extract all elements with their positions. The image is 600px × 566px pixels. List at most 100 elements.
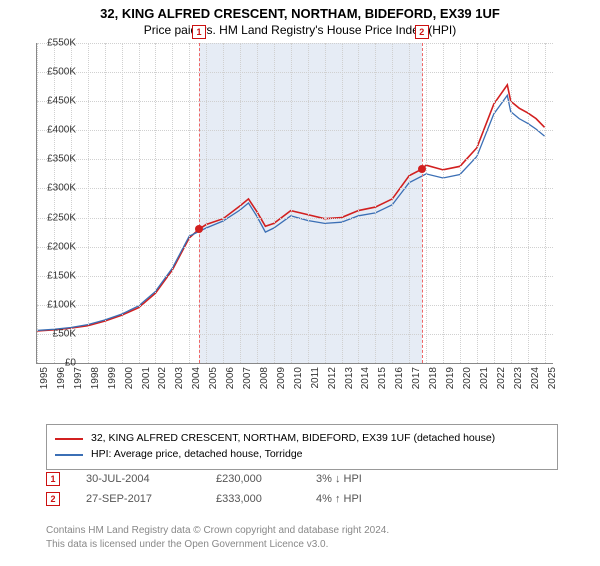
y-tick-label: £500K	[36, 67, 76, 78]
grid-v	[545, 43, 546, 363]
event-date: 30-JUL-2004	[86, 473, 216, 485]
grid-v	[189, 43, 190, 363]
marker-dot	[418, 165, 426, 173]
line-series-svg	[37, 43, 553, 363]
x-tick-label: 2025	[547, 367, 558, 389]
x-tick-label: 1995	[39, 367, 50, 389]
grid-h	[37, 218, 553, 219]
y-tick-label: £550K	[36, 38, 76, 49]
footer-line-1: Contains HM Land Registry data © Crown c…	[46, 524, 389, 538]
x-tick-label: 2002	[157, 367, 168, 389]
grid-v	[443, 43, 444, 363]
grid-v	[71, 43, 72, 363]
legend-label: HPI: Average price, detached house, Torr…	[91, 447, 303, 463]
x-tick-label: 2008	[259, 367, 270, 389]
marker-label-box: 1	[192, 25, 206, 39]
legend-box: 32, KING ALFRED CRESCENT, NORTHAM, BIDEF…	[46, 424, 558, 470]
grid-v	[409, 43, 410, 363]
event-number-box: 2	[46, 492, 60, 506]
x-tick-label: 2000	[124, 367, 135, 389]
grid-v	[54, 43, 55, 363]
x-tick-label: 2014	[360, 367, 371, 389]
grid-v	[392, 43, 393, 363]
y-tick-label: £50K	[36, 328, 76, 339]
y-tick-label: £450K	[36, 96, 76, 107]
grid-h	[37, 247, 553, 248]
y-tick-label: £400K	[36, 125, 76, 136]
grid-v	[240, 43, 241, 363]
legend-item: 32, KING ALFRED CRESCENT, NORTHAM, BIDEF…	[55, 431, 549, 447]
event-row: 1 30-JUL-2004£230,0003% ↓ HPI	[46, 472, 566, 486]
grid-v	[308, 43, 309, 363]
grid-h	[37, 305, 553, 306]
marker-line	[199, 43, 200, 363]
grid-v	[358, 43, 359, 363]
x-tick-label: 2011	[310, 367, 321, 389]
events-table: 1 30-JUL-2004£230,0003% ↓ HPI 227-SEP-2017…	[46, 472, 566, 512]
x-tick-label: 1999	[107, 367, 118, 389]
event-delta: 3% ↓ HPI	[316, 473, 362, 485]
event-price: £230,000	[216, 473, 316, 485]
grid-v	[494, 43, 495, 363]
grid-v	[105, 43, 106, 363]
grid-v	[37, 43, 38, 363]
footer-line-2: This data is licensed under the Open Gov…	[46, 538, 389, 552]
y-tick-label: £100K	[36, 299, 76, 310]
grid-v	[172, 43, 173, 363]
grid-h	[37, 130, 553, 131]
grid-v	[528, 43, 529, 363]
event-price: £333,000	[216, 493, 316, 505]
grid-v	[477, 43, 478, 363]
event-row: 227-SEP-2017£333,0004% ↑ HPI	[46, 492, 566, 506]
x-tick-label: 2005	[208, 367, 219, 389]
grid-h	[37, 159, 553, 160]
y-tick-label: £150K	[36, 270, 76, 281]
footer-text: Contains HM Land Registry data © Crown c…	[46, 524, 389, 551]
grid-h	[37, 43, 553, 44]
x-tick-label: 2004	[191, 367, 202, 389]
grid-h	[37, 334, 553, 335]
x-tick-label: 2006	[225, 367, 236, 389]
x-tick-label: 2023	[513, 367, 524, 389]
y-tick-label: £300K	[36, 183, 76, 194]
y-tick-label: £200K	[36, 241, 76, 252]
x-tick-label: 2001	[141, 367, 152, 389]
grid-v	[291, 43, 292, 363]
marker-line	[422, 43, 423, 363]
x-tick-label: 1996	[56, 367, 67, 389]
x-tick-label: 2013	[344, 367, 355, 389]
grid-v	[511, 43, 512, 363]
plot-region: 12	[36, 43, 553, 364]
x-tick-label: 1998	[90, 367, 101, 389]
marker-dot	[195, 225, 203, 233]
x-tick-label: 2010	[293, 367, 304, 389]
x-tick-label: 2007	[242, 367, 253, 389]
grid-h	[37, 72, 553, 73]
marker-label-box: 2	[415, 25, 429, 39]
x-tick-label: 2015	[377, 367, 388, 389]
x-tick-label: 2016	[394, 367, 405, 389]
grid-v	[223, 43, 224, 363]
chart-title: 32, KING ALFRED CRESCENT, NORTHAM, BIDEF…	[0, 6, 600, 21]
event-number-box: 1	[46, 472, 60, 486]
grid-v	[342, 43, 343, 363]
grid-v	[257, 43, 258, 363]
grid-v	[206, 43, 207, 363]
x-tick-label: 1997	[73, 367, 84, 389]
x-tick-label: 2017	[411, 367, 422, 389]
grid-v	[122, 43, 123, 363]
chart-subtitle: Price paid vs. HM Land Registry's House …	[0, 23, 600, 37]
x-tick-label: 2012	[327, 367, 338, 389]
chart-area: 12 £0£50K£100K£150K£200K£250K£300K£350K£…	[36, 43, 596, 403]
x-tick-label: 2022	[496, 367, 507, 389]
legend-swatch	[55, 454, 83, 456]
x-tick-label: 2020	[462, 367, 473, 389]
grid-v	[325, 43, 326, 363]
grid-v	[274, 43, 275, 363]
grid-v	[88, 43, 89, 363]
x-tick-label: 2019	[445, 367, 456, 389]
grid-h	[37, 101, 553, 102]
x-tick-label: 2003	[174, 367, 185, 389]
grid-v	[139, 43, 140, 363]
grid-v	[375, 43, 376, 363]
